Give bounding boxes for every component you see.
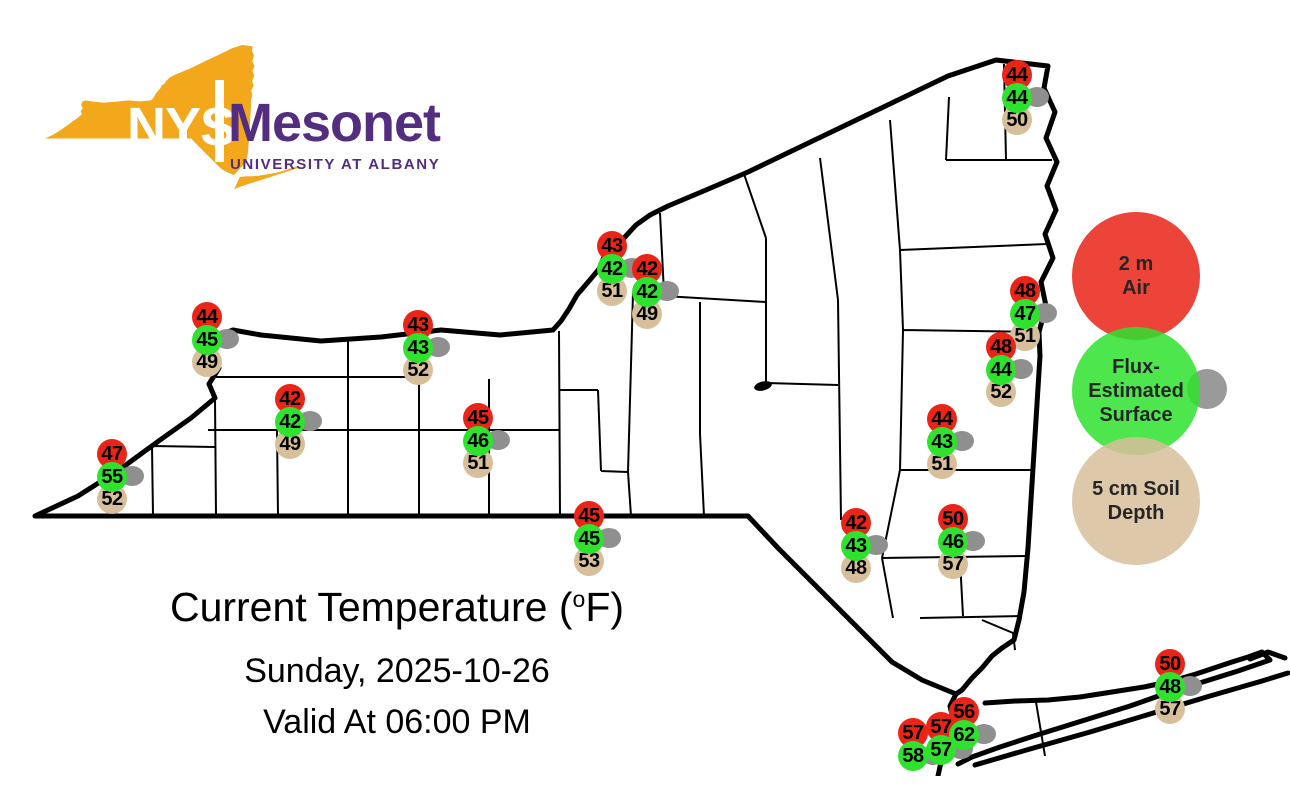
legend-surface-line3: Surface (1099, 404, 1173, 426)
station-marker: 48 52 44 (986, 332, 1033, 408)
legend-surface-line2: Estimated (1088, 380, 1184, 402)
station-surface-temp: 42 (632, 277, 662, 307)
legend-air-line1: 2 m (1118, 253, 1154, 275)
station-surface-temp: 62 (949, 720, 979, 750)
station-surface-temp: 46 (938, 527, 968, 557)
station-surface-temp: 46 (463, 426, 493, 456)
station-surface-temp: 42 (597, 254, 627, 284)
station-surface-temp: 43 (841, 531, 871, 561)
station-marker: 43 52 43 (403, 310, 450, 386)
degree-symbol: o (572, 586, 586, 612)
station-marker: 56 62 (949, 697, 996, 773)
station-marker: 50 57 48 (1155, 649, 1202, 725)
logo-nys-text: NYS (127, 97, 236, 157)
station-surface-temp: 42 (275, 407, 305, 437)
page-title-prefix: Current Temperature ( (169, 584, 573, 630)
logo-tagline-text: UNIVERSITY AT ALBANY (230, 156, 441, 173)
station-marker: 43 51 42 (597, 231, 644, 307)
oneida-lake (754, 381, 772, 391)
station-marker: 42 49 42 (632, 254, 679, 330)
station-marker: 48 51 47 (1010, 276, 1057, 352)
date-label: Sunday, 2025-10-26 (244, 652, 550, 690)
station-surface-temp: 58 (898, 741, 928, 771)
station-surface-temp: 44 (986, 355, 1016, 385)
station-marker: 57 58 (898, 718, 945, 794)
station-surface-temp: 43 (403, 333, 433, 363)
logo-separator (215, 80, 224, 162)
legend-air-circle: 2 m Air (1072, 212, 1200, 340)
legend-surface-line1: Flux- (1112, 356, 1160, 378)
station-marker: 44 50 44 (1002, 60, 1049, 136)
station-marker: 45 53 45 (574, 501, 621, 577)
logo-mesonet-text: Mesonet (228, 93, 441, 153)
legend-soil-line1: 5 cm Soil (1092, 478, 1180, 500)
station-marker: 50 57 46 (938, 504, 985, 580)
station-marker: 42 48 43 (841, 508, 888, 584)
station-marker: 47 52 55 (97, 439, 144, 515)
station-surface-temp: 47 (1010, 299, 1040, 329)
page-title-suffix: F) (585, 584, 625, 630)
station-surface-temp: 55 (97, 462, 127, 492)
station-surface-temp: 45 (192, 325, 222, 355)
stations-layer: 44 50 44 43 51 42 42 49 42 44 49 45 43 52 43 42 49 42 47 52… (97, 60, 1202, 773)
valid-time-label: Valid At 06:00 PM (263, 703, 531, 741)
station-marker: 45 51 46 (463, 403, 510, 479)
county-lines (151, 63, 1052, 757)
station-surface-temp: 43 (927, 427, 957, 457)
page-title: Current Temperature (oF) (170, 584, 624, 631)
station-marker: 44 49 45 (192, 302, 239, 378)
legend-soil-line2: Depth (1107, 502, 1165, 524)
legend-air-line2: Air (1122, 277, 1150, 299)
station-marker: 44 51 43 (927, 404, 974, 480)
legend-surface-circle: Flux- Estimated Surface (1072, 327, 1200, 455)
station-surface-temp: 48 (1155, 672, 1185, 702)
station-surface-temp: 45 (574, 524, 604, 554)
station-marker: 42 49 42 (275, 384, 322, 460)
legend-soil-circle: 5 cm Soil Depth (1072, 437, 1200, 565)
station-surface-temp: 44 (1002, 83, 1032, 113)
